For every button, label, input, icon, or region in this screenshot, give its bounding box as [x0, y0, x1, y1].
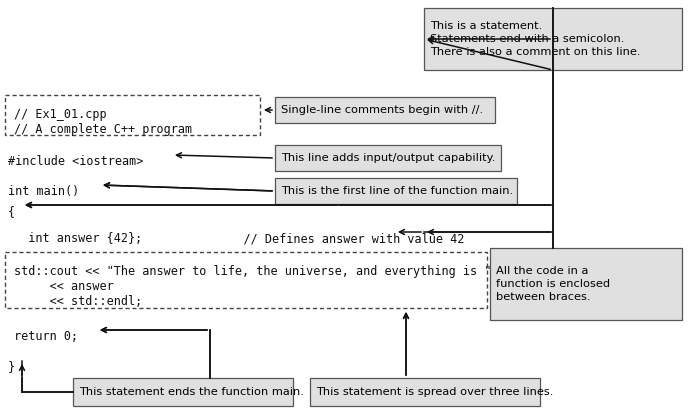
Bar — [275, 97, 495, 123]
Text: // A complete C++ program: // A complete C++ program — [14, 123, 192, 136]
Text: << answer: << answer — [14, 280, 113, 293]
Text: // Defines answer with value 42: // Defines answer with value 42 — [215, 232, 464, 245]
Text: {: { — [8, 205, 15, 218]
Text: This is a statement.
Statements end with a semicolon.
There is also a comment on: This is a statement. Statements end with… — [430, 21, 641, 57]
Text: Single-line comments begin with //.: Single-line comments begin with //. — [281, 105, 483, 115]
Bar — [275, 145, 501, 171]
Text: This line adds input/output capability.: This line adds input/output capability. — [281, 153, 495, 163]
Text: #include <iostream>: #include <iostream> — [8, 155, 143, 168]
Bar — [5, 95, 260, 135]
Text: This is the first line of the function main.: This is the first line of the function m… — [281, 186, 513, 196]
Bar — [5, 252, 487, 308]
Text: }: } — [8, 360, 15, 373]
Text: int answer {42};: int answer {42}; — [14, 232, 143, 245]
Text: std::cout << "The answer to life, the universe, and everything is ": std::cout << "The answer to life, the un… — [14, 265, 491, 278]
Text: << std::endl;: << std::endl; — [14, 295, 143, 308]
Text: All the code in a
function is enclosed
between braces.: All the code in a function is enclosed b… — [496, 266, 610, 302]
Text: This statement is spread over three lines.: This statement is spread over three line… — [316, 387, 554, 397]
Text: // Ex1_01.cpp: // Ex1_01.cpp — [14, 108, 107, 121]
Bar — [73, 378, 293, 406]
Bar — [424, 8, 682, 70]
Bar — [490, 248, 682, 320]
Text: int main(): int main() — [8, 185, 80, 198]
Bar — [275, 178, 517, 204]
Text: return 0;: return 0; — [14, 330, 78, 343]
Bar — [310, 378, 540, 406]
Text: This statement ends the function main.: This statement ends the function main. — [79, 387, 304, 397]
